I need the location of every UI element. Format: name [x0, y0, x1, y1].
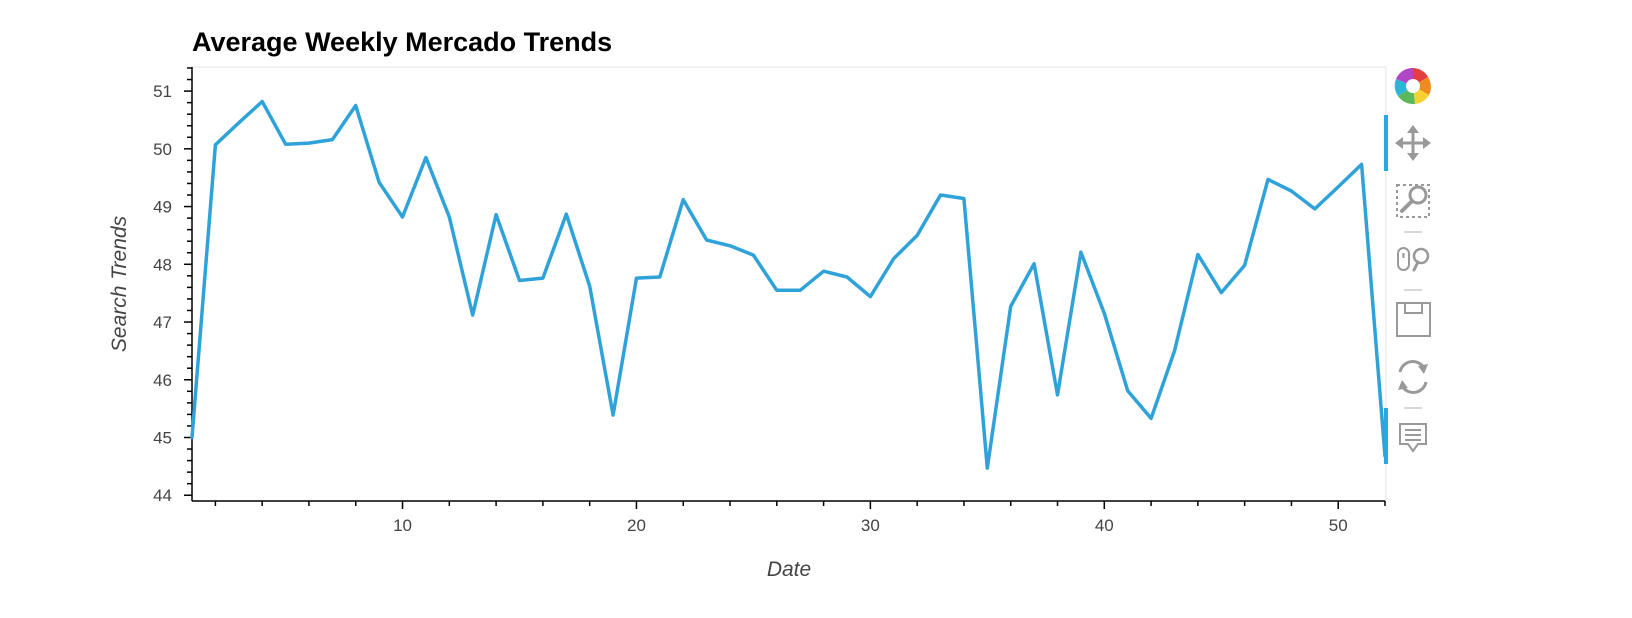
x-tick-label: 20	[627, 516, 646, 535]
y-tick-label: 48	[153, 255, 172, 274]
y-tick-label: 45	[153, 428, 172, 447]
y-tick-label: 47	[153, 313, 172, 332]
save-icon[interactable]	[1396, 302, 1431, 337]
plot-frame	[191, 66, 1387, 502]
x-axis-label: Date	[767, 558, 811, 581]
series-line	[190, 99, 1387, 470]
chart-title: Average Weekly Mercado Trends	[192, 27, 612, 57]
series-layer	[190, 99, 1387, 470]
y-axis-label: Search Trends	[108, 215, 131, 352]
x-tick-label: 40	[1095, 516, 1114, 535]
pan-icon[interactable]	[1395, 125, 1431, 161]
wheel-zoom-icon[interactable]	[1397, 247, 1430, 272]
x-tick-label: 10	[393, 516, 412, 535]
toolbar	[1384, 67, 1431, 464]
bokeh-logo-icon[interactable]	[1394, 67, 1431, 105]
hover-icon[interactable]	[1399, 423, 1427, 453]
y-tick-label: 50	[153, 140, 172, 159]
hover-active-indicator	[1384, 408, 1388, 464]
y-tick-label: 46	[153, 371, 172, 390]
x-tick-label: 50	[1329, 516, 1348, 535]
reset-icon[interactable]	[1398, 360, 1428, 394]
x-axis: 10 20 30 40 50	[192, 500, 1386, 535]
x-tick-label: 30	[861, 516, 880, 535]
y-tick-label: 49	[153, 198, 172, 217]
y-tick-label: 51	[153, 82, 172, 101]
y-axis: 44 45 46 47 48 49 50 51	[153, 67, 193, 505]
box-zoom-icon[interactable]	[1396, 184, 1430, 218]
pan-active-indicator	[1384, 115, 1388, 171]
y-tick-label: 44	[153, 486, 172, 505]
